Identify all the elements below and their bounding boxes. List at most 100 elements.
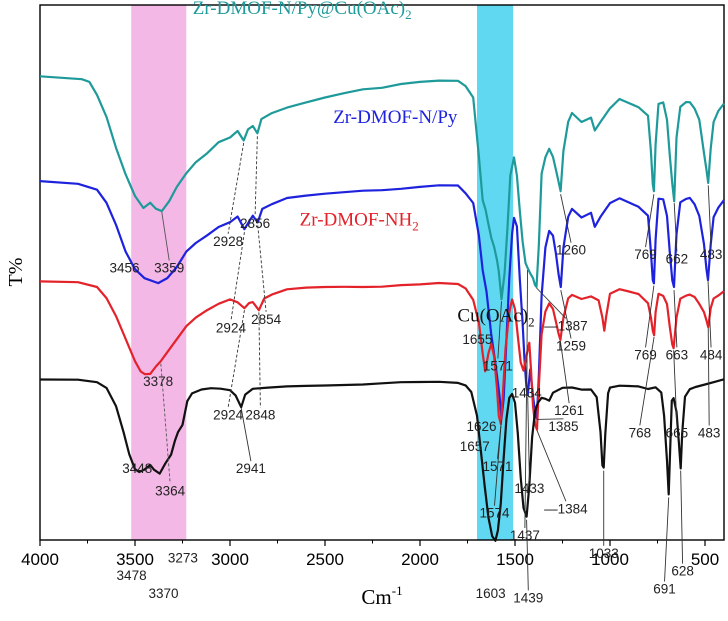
- peak-label: —1387: [544, 318, 588, 333]
- x-tick-label: 500: [691, 550, 719, 569]
- annotation-leader: [673, 290, 678, 348]
- peak-label: 1603: [476, 586, 506, 601]
- annotation-leader: [526, 519, 529, 591]
- x-tick-label: 1500: [496, 550, 534, 569]
- series-label-subscript: 2: [528, 315, 535, 330]
- annotation-leader: [257, 225, 267, 312]
- annotation-leader: [560, 194, 572, 243]
- annotation-leader: [673, 203, 678, 252]
- annotation-leader: [536, 430, 567, 502]
- annotation-leader: [645, 285, 655, 348]
- series-label-subscript: 2: [412, 219, 419, 234]
- annotation-leader: [161, 212, 170, 261]
- annotation-leader: [524, 354, 528, 529]
- peak-label: 3359: [154, 261, 184, 276]
- annotation-leader: [258, 312, 261, 408]
- series-label-3: Zr-DMOF-NH2: [300, 210, 419, 234]
- peak-label: 484: [700, 347, 723, 362]
- plot-frame: [39, 4, 725, 541]
- peak-label: 1571: [483, 359, 513, 374]
- series-label-2: Zr-DMOF-N/Py: [333, 107, 458, 128]
- peak-label: 2924: [213, 408, 244, 423]
- annotation-leader: [536, 287, 567, 319]
- annotation-leader: [254, 136, 258, 216]
- annotation-leader: [497, 301, 502, 359]
- series-label-text: Zr-DMOF-N/Py: [333, 107, 458, 128]
- peak-label: 1574: [479, 506, 510, 521]
- peak-label: 1261: [554, 403, 584, 418]
- peak-label: 1385: [548, 419, 578, 434]
- peak-label: 662: [666, 252, 689, 267]
- peak-label: 3370: [148, 586, 178, 601]
- peak-label: 483: [698, 425, 721, 440]
- peak-label: 768: [629, 425, 652, 440]
- peak-label: 3364: [155, 483, 186, 498]
- annotation-leader: [227, 142, 245, 234]
- annotation-leader: [639, 336, 655, 426]
- peak-label: 2924: [216, 321, 247, 336]
- peak-label: 2928: [213, 234, 243, 249]
- peak-label: 665: [666, 425, 689, 440]
- series-line-2: [39, 180, 725, 420]
- x-tick-label: 4000: [21, 550, 59, 569]
- peak-label: 3273: [168, 550, 198, 565]
- x-tick-label: 3500: [116, 550, 154, 569]
- annotation-leader: [536, 418, 564, 420]
- annotation-leader: [707, 327, 710, 426]
- peak-label: 1433: [514, 481, 544, 496]
- peak-label: 3478: [117, 568, 147, 583]
- peak-label: 691: [653, 582, 676, 597]
- peak-label: 663: [666, 347, 689, 362]
- peak-label: —1384: [544, 501, 588, 516]
- annotation-leader: [664, 497, 670, 582]
- series-labels: Zr-DMOF-N/Py@Cu(OAc)2 Zr-DMOF-N/Py Zr-DMOF…: [193, 0, 535, 330]
- x-tick-label: 1000: [591, 550, 629, 569]
- peak-label: 1655: [462, 332, 492, 347]
- series-label-text: Cu(OAc): [457, 306, 528, 327]
- annotation-leader: [240, 408, 252, 462]
- series-label-text: Zr-DMOF-NH: [300, 210, 413, 231]
- annotation-leader: [559, 341, 570, 404]
- peak-label: 1657: [460, 439, 490, 454]
- peak-label: 2856: [240, 216, 270, 231]
- peak-label: 2848: [245, 408, 275, 423]
- series-lines: [39, 75, 725, 542]
- annotation-leader: [494, 426, 502, 506]
- annotation-leader: [707, 281, 712, 348]
- peak-label: 1260: [556, 243, 586, 258]
- peak-label: 2854: [251, 312, 282, 327]
- highlight-band-1: [131, 5, 187, 540]
- peak-label: 1626: [467, 419, 497, 434]
- series-line-1: [39, 75, 725, 301]
- peak-label: 769: [634, 347, 657, 362]
- x-tick-label: 2500: [306, 550, 344, 569]
- annotation-leader: [227, 310, 245, 408]
- series-line-4: [39, 378, 725, 542]
- x-axis-label-text: Cm: [361, 585, 391, 609]
- series-label-1: Zr-DMOF-N/Py@Cu(OAc)2: [193, 0, 412, 22]
- peak-label: 628: [671, 564, 694, 579]
- annotation-leader: [527, 397, 530, 482]
- peak-label: 3448: [122, 461, 152, 476]
- annotation-leader: [645, 194, 655, 248]
- peak-label: 1434: [512, 385, 543, 400]
- axes: 4000 3500 3000 2500 2000 1500 1000 500: [21, 4, 725, 569]
- peak-label: 1033: [589, 546, 619, 561]
- y-axis-label: T%: [5, 258, 27, 287]
- peak-annotations: 3456 3359 2928 2856 1655 1571 1434 —1387 1260 769…: [110, 136, 723, 605]
- annotation-leader: [160, 363, 171, 484]
- highlight-bands: [131, 5, 514, 540]
- annotation-leader: [560, 290, 572, 339]
- series-line-3: [39, 280, 725, 431]
- x-axis-label-superscript: -1: [392, 583, 403, 598]
- peak-label: 1259: [556, 339, 586, 354]
- x-tick-label: 3000: [211, 550, 249, 569]
- series-label-4: Cu(OAc)2: [457, 306, 534, 330]
- peak-label: 3456: [110, 261, 140, 276]
- series-label-subscript: 2: [405, 7, 412, 22]
- x-tick-label: 2000: [401, 550, 439, 569]
- peak-label: 1437: [510, 528, 540, 543]
- peak-label: 769: [634, 247, 657, 262]
- peak-label: 3378: [143, 374, 173, 389]
